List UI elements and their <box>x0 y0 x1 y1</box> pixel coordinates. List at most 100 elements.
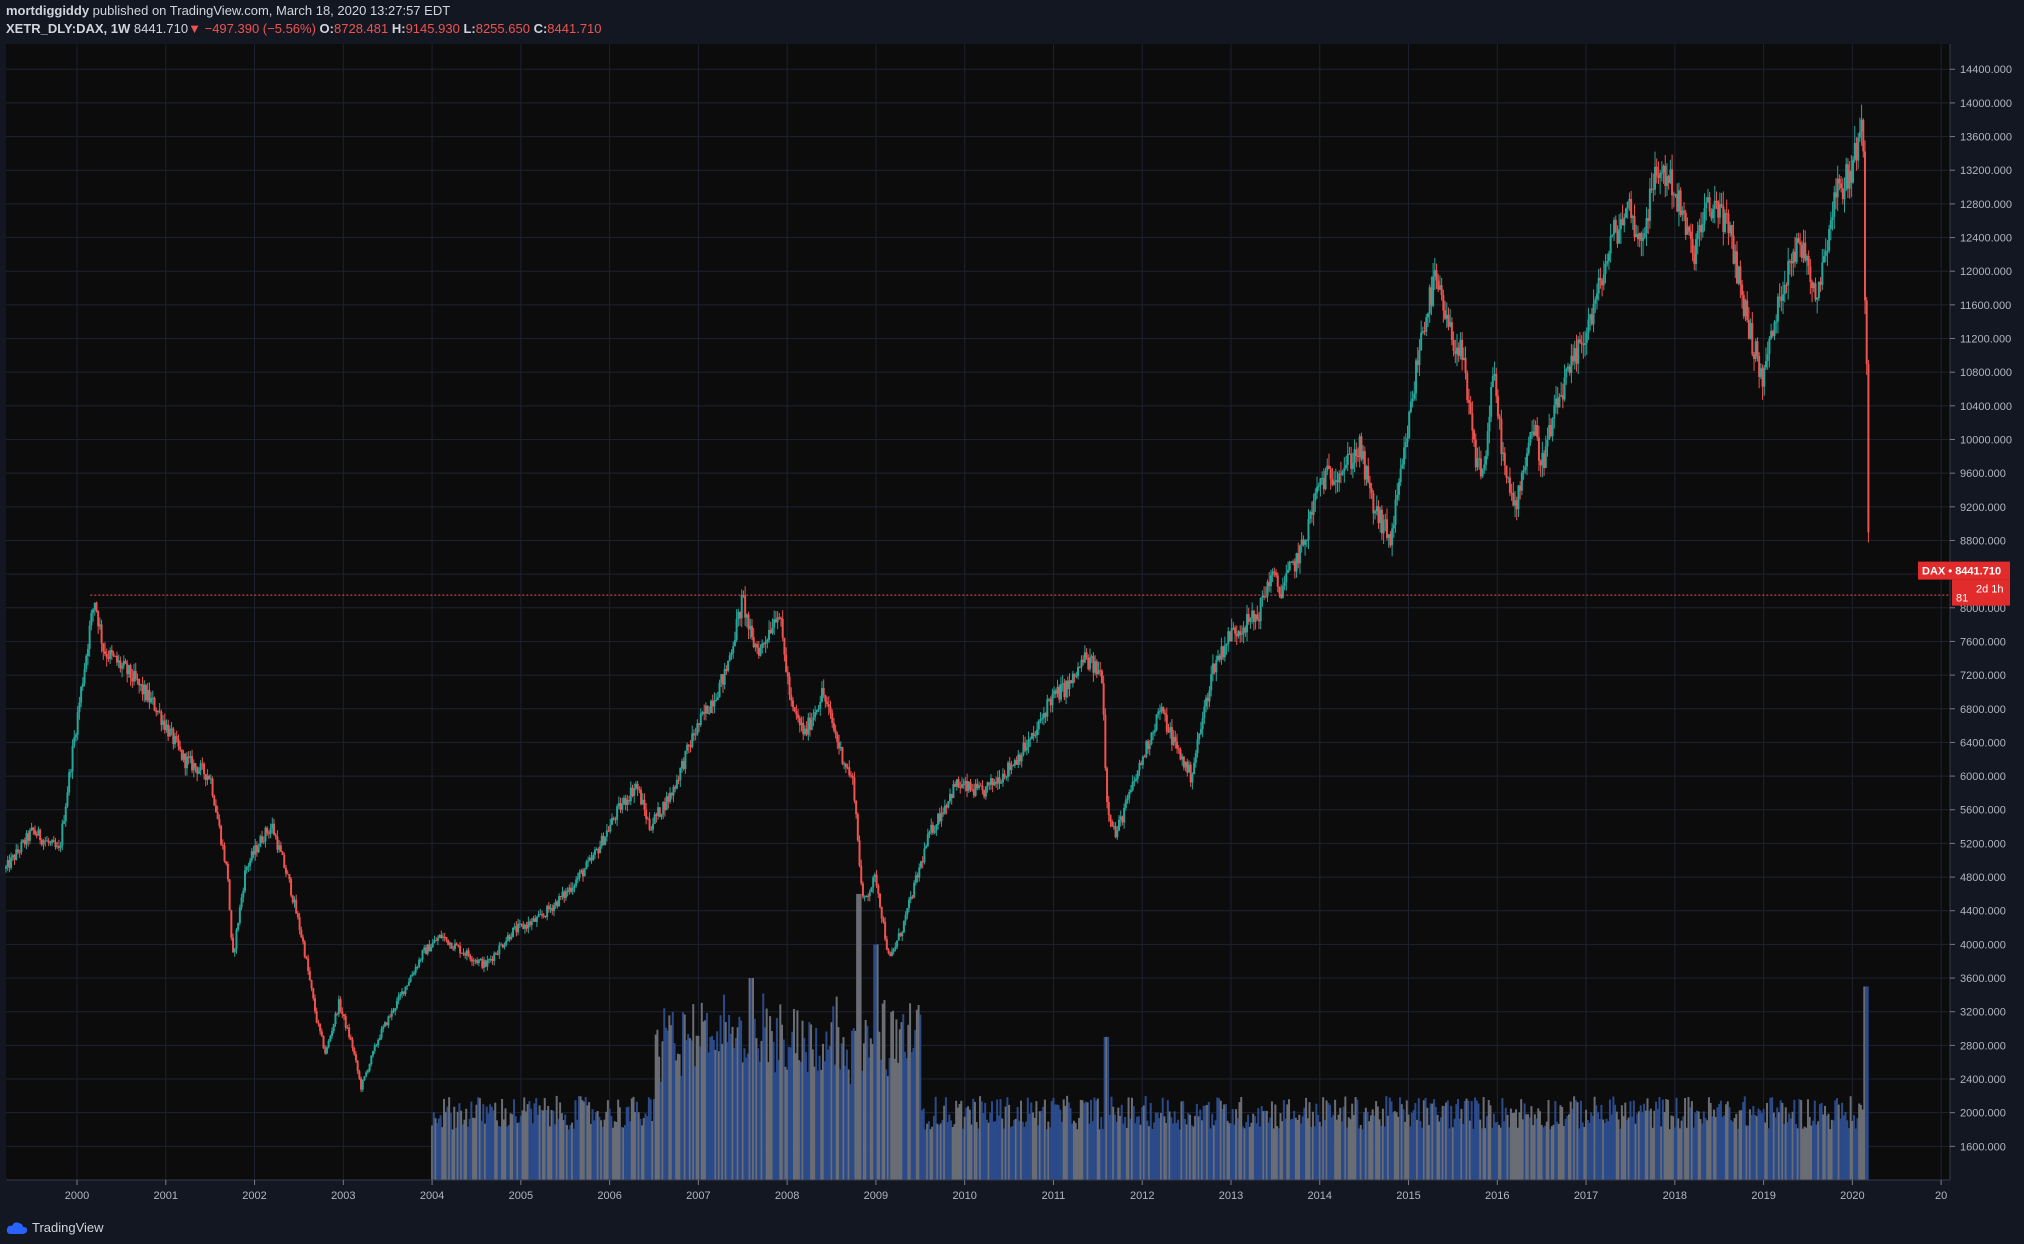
volume-bar <box>1240 1096 1243 1180</box>
volume-bar <box>627 1106 630 1180</box>
y-tick-label: 2400.000 <box>1960 1074 2006 1086</box>
candle-body <box>1165 714 1168 732</box>
plot-area[interactable] <box>6 44 1950 1180</box>
candle-body <box>1333 481 1336 485</box>
candle-body <box>1800 244 1803 258</box>
candle-body <box>1479 458 1482 477</box>
candle-body <box>600 835 603 847</box>
volume-bar <box>1762 1109 1765 1180</box>
candle-body <box>1377 506 1380 524</box>
y-tick-label: 6000.000 <box>1960 771 2006 783</box>
candle-body <box>641 799 644 805</box>
candle-body <box>578 872 581 878</box>
candle-body <box>1397 482 1400 495</box>
volume-bar <box>1600 1104 1603 1180</box>
candle-body <box>1225 643 1228 646</box>
volume-bar <box>755 1038 758 1180</box>
volume-bar <box>1144 1095 1147 1180</box>
volume-bar <box>658 1056 661 1180</box>
volume-bar <box>1699 1119 1702 1180</box>
volume-bar <box>436 1123 439 1180</box>
candle-body <box>329 1036 332 1042</box>
candle-body <box>904 914 907 921</box>
candle-body <box>1747 320 1750 339</box>
candle-body <box>1309 511 1312 520</box>
footer-bar: TradingView <box>0 1212 2024 1244</box>
volume-bar <box>1293 1110 1296 1180</box>
candle-body <box>1386 519 1389 538</box>
volume-bar <box>1368 1121 1371 1180</box>
volume-bar <box>1655 1101 1658 1180</box>
volume-bar <box>1381 1108 1384 1180</box>
candle-body <box>812 717 815 721</box>
candle-body <box>501 944 504 948</box>
volume-bar <box>528 1101 531 1180</box>
candle-body <box>1051 694 1054 706</box>
volume-bar <box>1696 1110 1699 1180</box>
candle-body <box>1681 210 1684 216</box>
volume-bar <box>1540 1124 1543 1180</box>
candle-body <box>822 688 825 696</box>
candle-body <box>580 870 583 873</box>
candle-body <box>1199 728 1202 734</box>
candle-body <box>1273 571 1276 573</box>
candle-body <box>293 899 296 903</box>
volume-bar <box>878 1031 881 1180</box>
author-name[interactable]: mortdiggiddy <box>6 3 90 18</box>
candle-body <box>1257 619 1260 622</box>
candle-body <box>1831 216 1834 221</box>
volume-bar <box>1069 1108 1072 1180</box>
volume-bar <box>1161 1097 1164 1180</box>
volume-bar <box>1083 1103 1086 1180</box>
candle-body <box>28 830 31 841</box>
volume-bar <box>1755 1116 1758 1180</box>
candle-body <box>165 724 168 731</box>
volume-bar <box>1409 1126 1412 1180</box>
candle-body <box>897 933 900 941</box>
candle-body <box>1848 170 1851 189</box>
candle-body <box>612 818 615 820</box>
candle-body <box>284 867 287 874</box>
volume-bar <box>487 1113 490 1180</box>
candle-body <box>433 940 436 943</box>
candle-body <box>827 704 830 707</box>
candle-body <box>1471 413 1474 431</box>
candle-body <box>541 914 544 916</box>
candle-body <box>1162 707 1165 713</box>
volume-bar <box>1158 1117 1161 1180</box>
symbol-label[interactable]: XETR_DLY:DAX, 1W <box>6 21 131 36</box>
candle-body <box>1319 478 1322 486</box>
volume-bar <box>531 1123 534 1180</box>
volume-bar <box>1247 1114 1250 1180</box>
volume-bar <box>1276 1126 1279 1180</box>
y-tick-label: 5200.000 <box>1960 838 2006 850</box>
candle-body <box>964 780 967 785</box>
candle-body <box>1025 747 1028 751</box>
candle-body <box>1507 477 1510 479</box>
volume-bar <box>704 1020 707 1180</box>
volume-bar <box>1847 1127 1850 1180</box>
y-tick-label: 3200.000 <box>1960 1007 2006 1019</box>
volume-bar <box>443 1098 446 1180</box>
candle-body <box>1836 178 1839 198</box>
candle-body <box>273 823 276 835</box>
candle-body <box>296 913 299 918</box>
candle-body <box>1075 676 1078 678</box>
price-axis[interactable]: 14400.00014000.00013600.00013200.0001280… <box>1950 64 2012 1153</box>
candle-body <box>605 830 608 837</box>
volume-bar <box>1214 1120 1217 1180</box>
candle-body <box>1812 283 1815 289</box>
candle-body <box>996 777 999 784</box>
y-tick-label: 3600.000 <box>1960 973 2006 985</box>
candle-body <box>204 774 207 781</box>
tradingview-logo[interactable]: TradingView <box>6 1220 104 1235</box>
time-axis[interactable]: 2000 2001 2002 2003 2004 2005 2006 2007 2008 2009… <box>65 1180 1947 1202</box>
candle-body <box>867 895 870 897</box>
candle-body <box>1729 225 1732 234</box>
volume-bar <box>1260 1105 1263 1180</box>
volume-bar <box>635 1101 638 1180</box>
candle-body <box>786 672 789 677</box>
price-chart[interactable]: 14400.00014000.00013600.00013200.0001280… <box>0 44 2024 1212</box>
volume-bar <box>1844 1112 1847 1180</box>
volume-bar <box>1132 1106 1135 1180</box>
